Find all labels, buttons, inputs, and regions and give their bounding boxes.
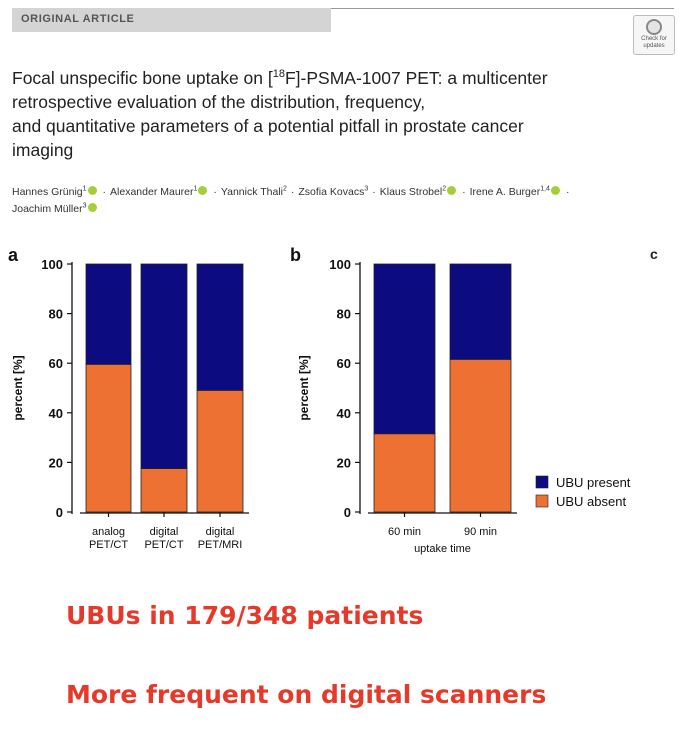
title-part-2: F]-PSMA-1007 PET: a multicenter bbox=[284, 68, 548, 88]
author-name: Yannick Thali bbox=[220, 186, 283, 198]
y-tick-label: 40 bbox=[49, 406, 63, 421]
y-tick-label: 60 bbox=[337, 356, 351, 371]
bar-ubu-present bbox=[373, 263, 436, 435]
author-entry[interactable]: Klaus Strobel2 bbox=[380, 186, 458, 198]
title-line-3: and quantitative parameters of a potenti… bbox=[12, 116, 524, 136]
y-axis-label: percent [%] bbox=[11, 355, 25, 420]
check-for-updates-badge[interactable]: Check for updates bbox=[633, 15, 675, 55]
author-name: Zsofia Kovacs bbox=[298, 186, 365, 198]
y-tick-label: 100 bbox=[41, 257, 63, 272]
y-axis-label: percent [%] bbox=[297, 355, 311, 420]
bar-ubu-absent bbox=[140, 468, 188, 513]
author-separator: · bbox=[565, 186, 570, 198]
x-category-label: digital bbox=[206, 526, 235, 538]
panel-letter: b bbox=[290, 245, 301, 265]
author-name: Alexander Maurer bbox=[110, 186, 194, 198]
author-separator: · bbox=[213, 186, 217, 198]
author-affiliation: 1,4 bbox=[540, 185, 550, 193]
highlight-digital: More frequent on digital scanners bbox=[66, 680, 547, 709]
x-category-label: analog bbox=[92, 526, 125, 538]
author-affiliation: 3 bbox=[82, 202, 87, 210]
author-name: Joachim Müller bbox=[12, 203, 83, 215]
panel-letter: a bbox=[8, 245, 19, 265]
y-tick-label: 100 bbox=[329, 257, 351, 272]
title-line-4: imaging bbox=[12, 140, 74, 160]
y-tick-label: 80 bbox=[49, 307, 63, 322]
orcid-icon[interactable] bbox=[87, 186, 97, 195]
y-tick-label: 20 bbox=[49, 455, 63, 470]
author-entry[interactable]: Irene A. Burger1,4 bbox=[470, 186, 562, 198]
check-badge-label: Check for updates bbox=[641, 36, 667, 49]
orcid-icon[interactable] bbox=[550, 186, 560, 195]
x-category-label: 60 min bbox=[388, 526, 421, 538]
x-category-label: PET/CT bbox=[144, 539, 183, 551]
bar-ubu-present bbox=[449, 263, 512, 360]
bar-ubu-present bbox=[140, 263, 188, 470]
bar-ubu-absent bbox=[449, 359, 512, 513]
author-name: Hannes Grünig bbox=[12, 186, 83, 198]
title-part-1: Focal unspecific bone uptake on [ bbox=[12, 68, 273, 88]
legend-label: UBU absent bbox=[556, 494, 626, 509]
orcid-icon[interactable] bbox=[447, 186, 457, 195]
bar-ubu-present bbox=[85, 263, 132, 365]
x-axis-label: uptake time bbox=[414, 543, 471, 555]
y-tick-label: 80 bbox=[337, 307, 351, 322]
author-entry[interactable]: Alexander Maurer1 bbox=[110, 186, 209, 198]
bar-ubu-absent bbox=[196, 390, 244, 513]
author-affiliation: 1 bbox=[193, 185, 198, 193]
author-entry[interactable]: Zsofia Kovacs3 bbox=[298, 185, 369, 199]
orcid-icon[interactable] bbox=[198, 186, 208, 195]
author-entry[interactable]: Joachim Müller3 bbox=[12, 203, 99, 215]
x-category-label: 90 min bbox=[464, 526, 497, 538]
y-tick-label: 0 bbox=[344, 505, 351, 520]
orcid-icon[interactable] bbox=[87, 203, 97, 212]
author-affiliation: 2 bbox=[282, 185, 287, 193]
y-tick-label: 60 bbox=[49, 356, 63, 371]
author-affiliation: 1 bbox=[82, 185, 87, 193]
article-type-label: ORIGINAL ARTICLE bbox=[21, 13, 135, 25]
y-tick-label: 0 bbox=[56, 505, 63, 520]
bar-ubu-present bbox=[196, 263, 244, 391]
author-separator: · bbox=[102, 186, 107, 198]
author-separator: · bbox=[462, 186, 466, 198]
author-name: Irene A. Burger bbox=[469, 186, 541, 198]
title-isotope-superscript: 18 bbox=[272, 68, 285, 81]
x-category-label: digital bbox=[150, 526, 179, 538]
author-affiliation: 2 bbox=[442, 185, 447, 193]
bar-ubu-absent bbox=[85, 364, 132, 513]
crossmark-icon bbox=[646, 19, 662, 35]
legend-label: UBU present bbox=[556, 475, 631, 490]
author-entry[interactable]: Yannick Thali2 bbox=[220, 185, 287, 199]
x-category-label: PET/MRI bbox=[198, 539, 243, 551]
author-name: Klaus Strobel bbox=[379, 186, 443, 198]
y-tick-label: 20 bbox=[337, 455, 351, 470]
panel-c-label: c bbox=[650, 246, 658, 262]
legend-swatch bbox=[535, 494, 549, 508]
highlight-patients: UBUs in 179/348 patients bbox=[66, 601, 424, 630]
author-separator: · bbox=[372, 186, 376, 198]
header-rule bbox=[331, 8, 674, 9]
y-tick-label: 40 bbox=[337, 406, 351, 421]
x-category-label: PET/CT bbox=[89, 539, 128, 551]
bar-ubu-absent bbox=[373, 433, 436, 513]
article-title: Focal unspecific bone uptake on [18F]-PS… bbox=[12, 66, 612, 162]
legend-swatch bbox=[535, 475, 549, 489]
author-list: Hannes Grünig1 · Alexander Maurer1 · Yannick… bbox=[12, 184, 672, 218]
author-entry[interactable]: Hannes Grünig1 bbox=[12, 186, 99, 198]
article-type-banner: ORIGINAL ARTICLE bbox=[12, 8, 331, 32]
author-separator: · bbox=[290, 186, 295, 198]
author-affiliation: 3 bbox=[364, 185, 369, 193]
title-line-2: retrospective evaluation of the distribu… bbox=[12, 92, 426, 112]
